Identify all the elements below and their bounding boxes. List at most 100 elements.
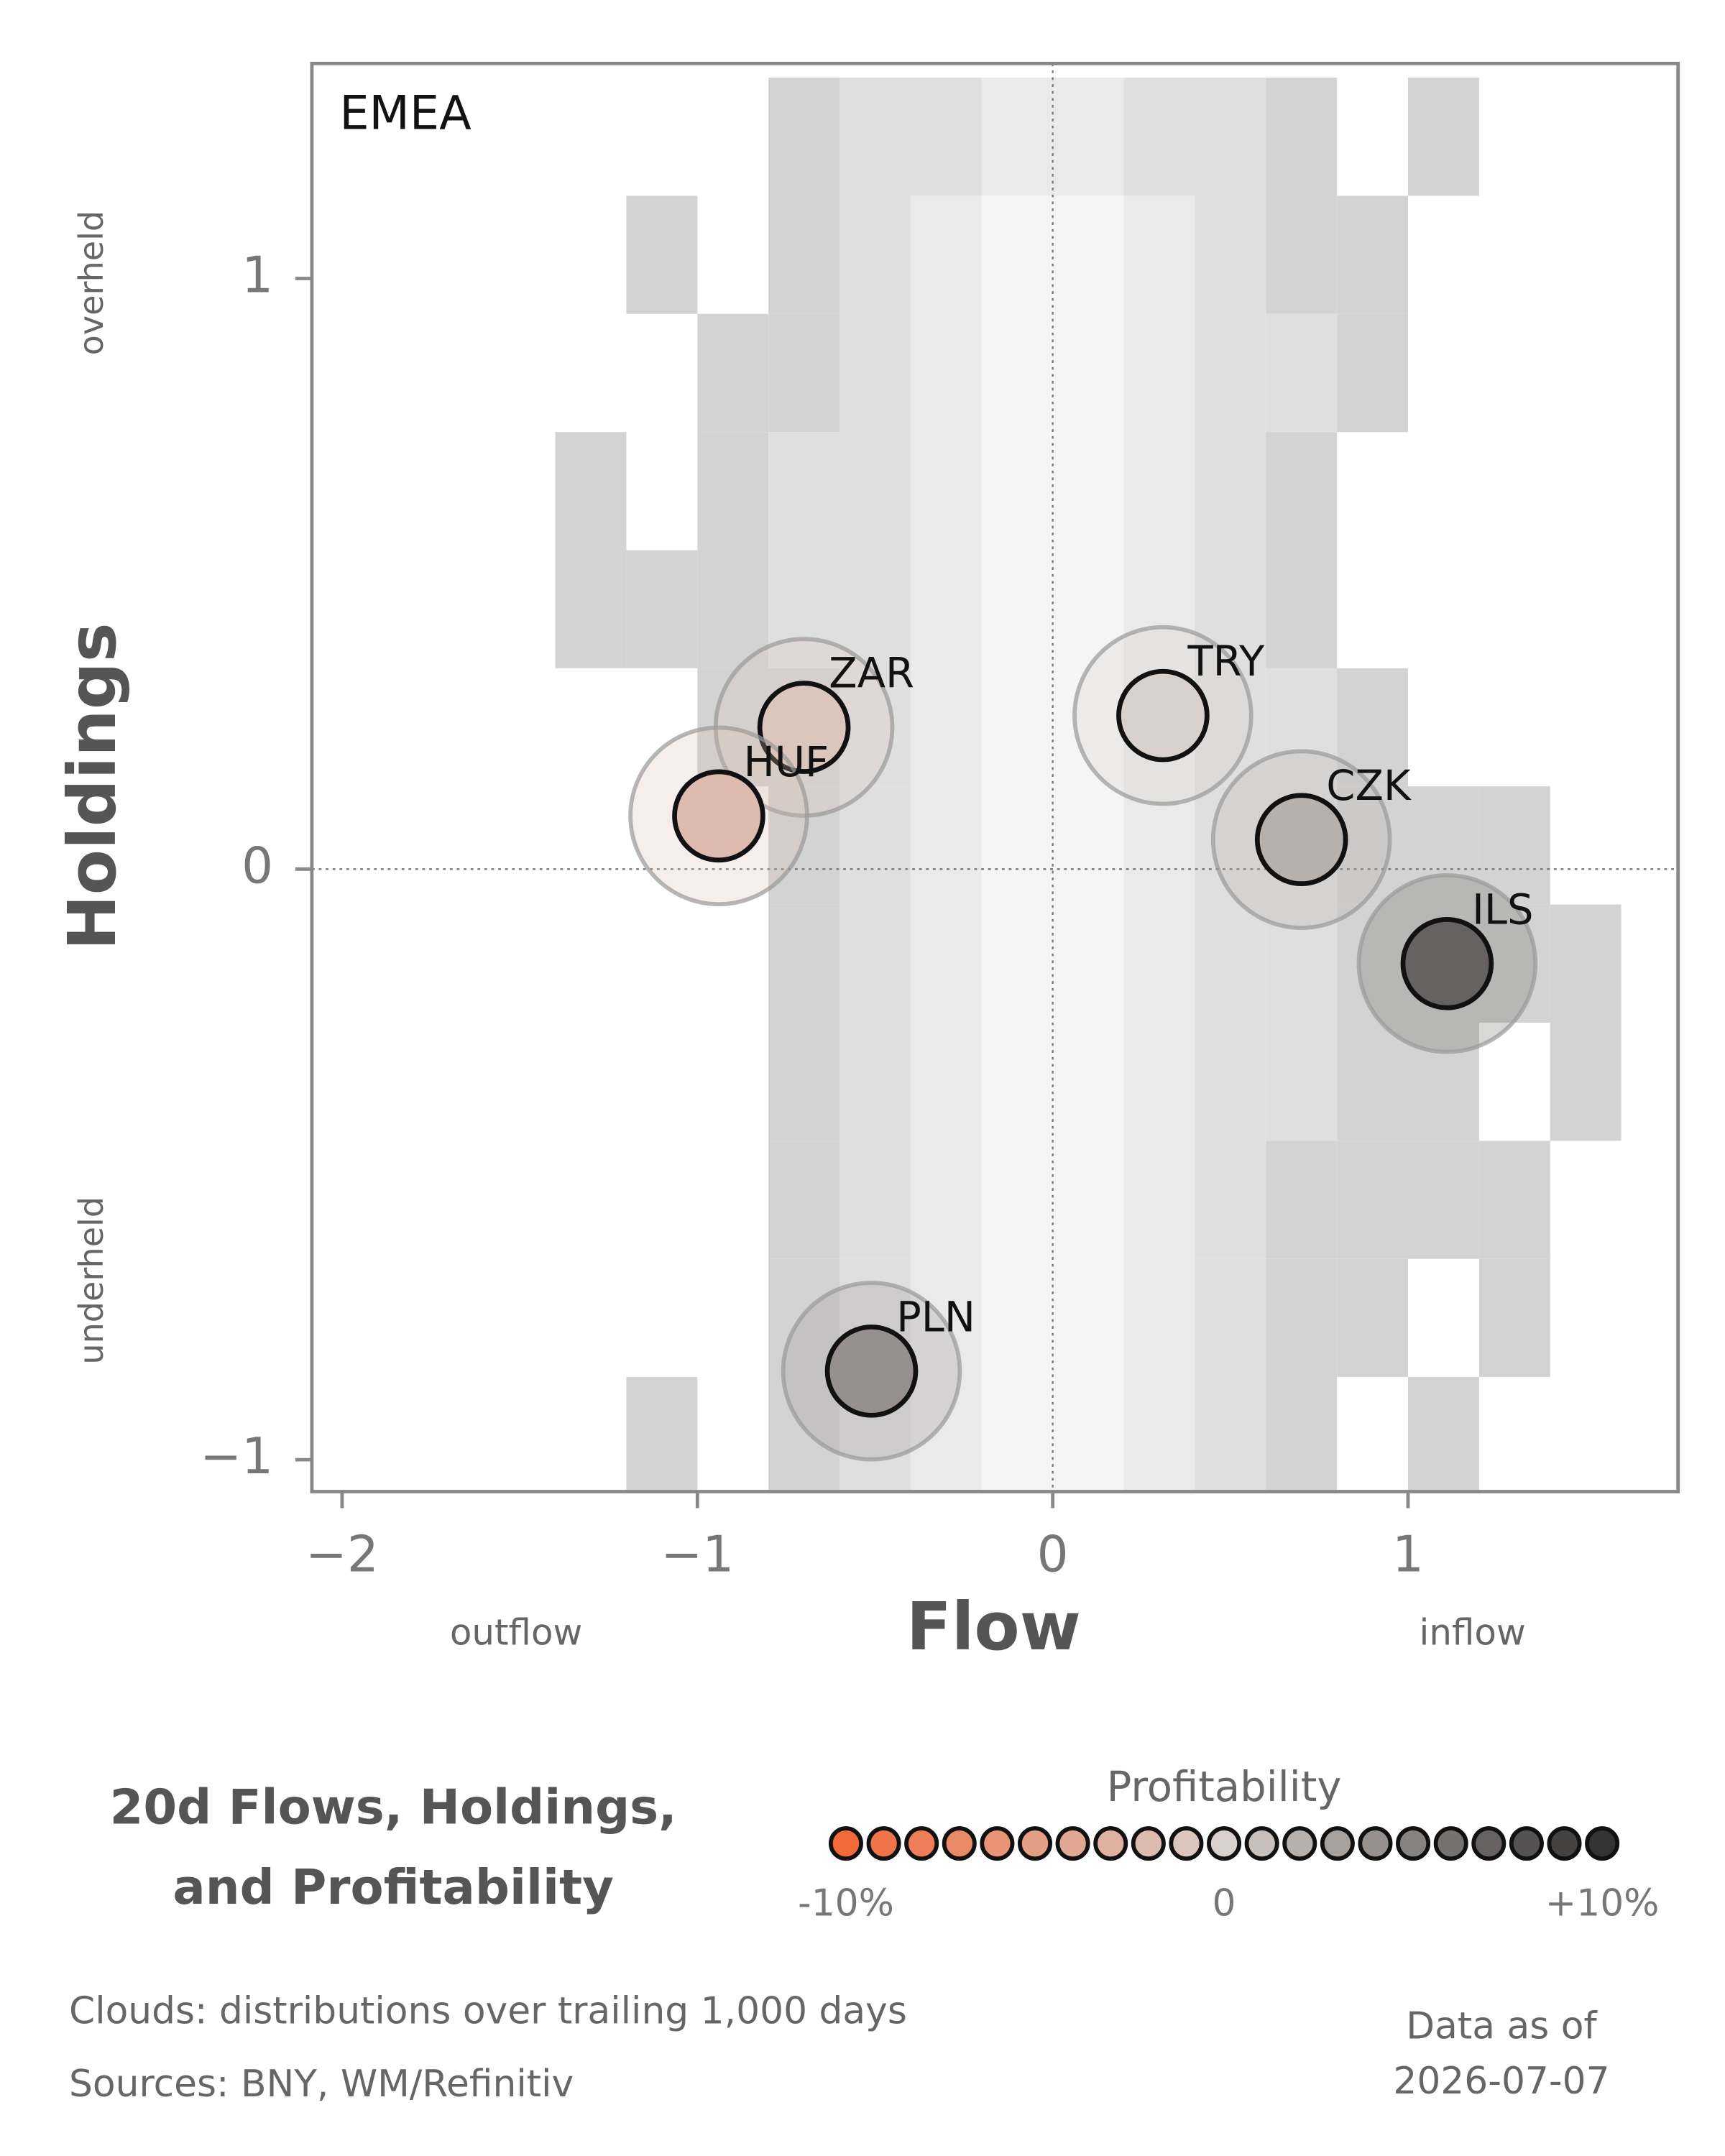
cloud-cell — [626, 1377, 698, 1492]
legend-swatch — [1358, 1826, 1393, 1861]
cloud-cell — [1266, 668, 1338, 787]
cloud-cell — [910, 1377, 982, 1492]
x-low-label: outflow — [450, 1612, 583, 1654]
cloud-cell — [1123, 786, 1195, 905]
cloud-cell — [1123, 1022, 1195, 1141]
x-tick-label: 1 — [1392, 1526, 1424, 1584]
cloud-cell — [1123, 313, 1195, 433]
y-high-label: overheld — [72, 211, 111, 356]
cloud-cell — [981, 668, 1053, 787]
cloud-cell — [840, 313, 911, 433]
cloud-cell — [910, 313, 982, 433]
cloud-cell — [1195, 78, 1266, 196]
cloud-cell — [1052, 668, 1124, 787]
cloud-cell — [1052, 904, 1124, 1023]
cloud-cell — [910, 1022, 982, 1141]
cloud-cell — [1266, 195, 1338, 314]
cloud-cell — [910, 786, 982, 905]
cloud-cell — [697, 313, 769, 433]
cloud-cell — [1337, 1022, 1409, 1141]
cloud-cell — [910, 1258, 982, 1378]
cloud-cell — [1195, 1258, 1266, 1378]
point — [672, 769, 765, 863]
legend-swatch — [1396, 1826, 1431, 1861]
cloud-cell — [1195, 1022, 1266, 1141]
date-caption: 2026-07-07 — [1393, 2060, 1609, 2103]
cloud-cell — [1550, 1022, 1622, 1141]
cloud-cell — [840, 550, 911, 668]
legend-tick-label: 0 — [1213, 1882, 1236, 1925]
legend-swatch — [866, 1826, 901, 1861]
legend-swatch — [1169, 1826, 1204, 1861]
cloud-cell — [981, 313, 1053, 433]
cloud-cell — [981, 432, 1053, 550]
cloud-cell — [1123, 78, 1195, 196]
legend-swatch — [904, 1826, 939, 1861]
cloud-cell — [697, 432, 769, 550]
cloud-cell — [910, 904, 982, 1023]
x-tick-label: 0 — [1037, 1526, 1069, 1584]
point-label: ZAR — [829, 650, 914, 698]
cloud-cell — [910, 668, 982, 787]
cloud-cell — [768, 432, 840, 550]
cloud-cell — [840, 1022, 911, 1141]
cloud-cell — [1123, 550, 1195, 668]
legend-swatch — [1282, 1826, 1317, 1861]
point-label: TRY — [1187, 637, 1265, 686]
cloud-cell — [1123, 1141, 1195, 1259]
cloud-cell — [840, 78, 911, 196]
cloud-cell — [981, 1377, 1053, 1492]
cloud-cell — [981, 78, 1053, 196]
point — [1254, 793, 1348, 887]
y-tick-label: 0 — [242, 837, 273, 895]
plot-frame — [310, 61, 1680, 1493]
cloud-cell — [768, 195, 840, 314]
cloud-cell — [1337, 1258, 1409, 1378]
point — [1400, 916, 1494, 1010]
legend-swatch — [1433, 1826, 1468, 1861]
cloud-cell — [768, 550, 840, 668]
cloud-cell — [1123, 195, 1195, 314]
point-label: ILS — [1472, 885, 1534, 934]
legend-swatch — [942, 1826, 977, 1861]
y-low-label: underheld — [72, 1197, 111, 1365]
cloud-cell — [697, 550, 769, 668]
x-tick-label: −2 — [305, 1526, 379, 1584]
point-label: HUF — [744, 738, 829, 786]
cloud-cell — [1195, 1141, 1266, 1259]
cloud-cell — [1266, 550, 1338, 668]
cloud-cell — [1408, 1377, 1479, 1492]
cloud-cell — [981, 786, 1053, 905]
y-tick-label: −1 — [200, 1428, 273, 1485]
legend-swatch — [1320, 1826, 1355, 1861]
cloud-cell — [1052, 1377, 1124, 1492]
cloud-cell — [1052, 786, 1124, 905]
cloud-cell — [1195, 432, 1266, 550]
cloud-cell — [1052, 1141, 1124, 1259]
title: and Profitability — [172, 1859, 614, 1915]
cloud-cell — [555, 432, 627, 550]
cloud-cell — [768, 313, 840, 433]
cloud-cell — [1408, 1022, 1479, 1141]
cloud-cell — [981, 1258, 1053, 1378]
cloud-cell — [1052, 1022, 1124, 1141]
cloud-cell — [1195, 1377, 1266, 1492]
legend-title: Profitability — [1107, 1763, 1342, 1811]
legend-swatch — [1055, 1826, 1090, 1861]
cloud-cell — [1266, 1258, 1338, 1378]
point — [1116, 668, 1210, 763]
cloud-cell — [1052, 1258, 1124, 1378]
legend-swatch — [980, 1826, 1015, 1861]
cloud-cell — [626, 550, 698, 668]
cloud-cell — [1052, 432, 1124, 550]
cloud-cell — [1123, 432, 1195, 550]
point-label: PLN — [896, 1293, 975, 1341]
cloud-cell — [1266, 1022, 1338, 1141]
cloud-cell — [1195, 313, 1266, 433]
cloud-cell — [1052, 313, 1124, 433]
legend-tick-label: -10% — [798, 1882, 894, 1925]
cloud-cell — [1408, 786, 1479, 905]
cloud-cell — [981, 904, 1053, 1023]
cloud-cell — [910, 550, 982, 668]
